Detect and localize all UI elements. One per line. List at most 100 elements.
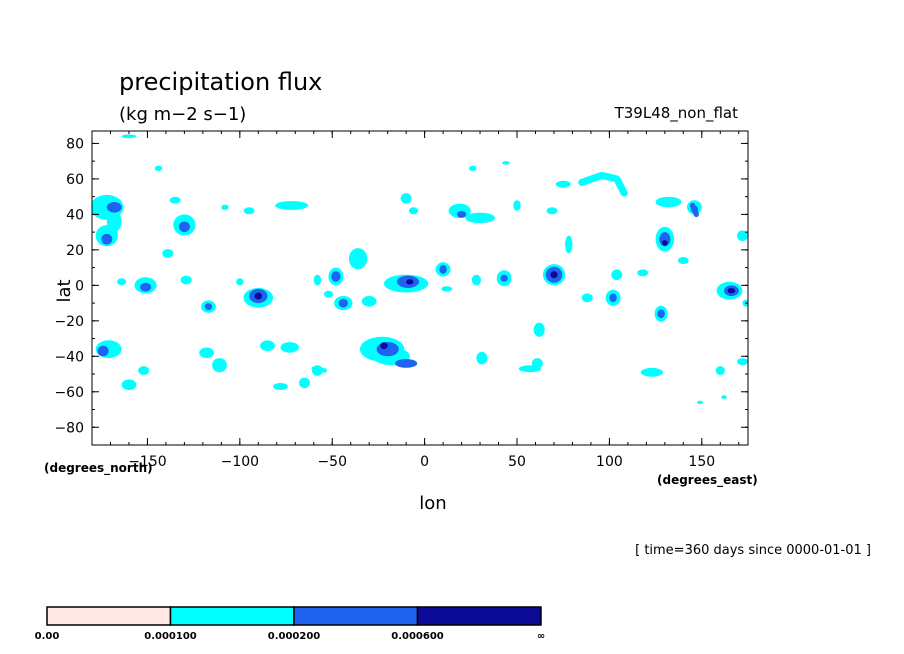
precip-cell-level-1 bbox=[408, 207, 419, 215]
y-axis-label: lat bbox=[54, 279, 75, 302]
precip-cell-level-1 bbox=[260, 340, 275, 352]
y-tick-label: 80 bbox=[66, 136, 84, 152]
precip-cell-level-1 bbox=[715, 366, 725, 375]
x-tick-label: −100 bbox=[221, 454, 259, 470]
y-tick-label: 0 bbox=[75, 278, 84, 294]
precip-cell-level-3 bbox=[254, 292, 262, 300]
precip-cell-level-1 bbox=[280, 342, 299, 353]
precip-cell-level-2 bbox=[331, 271, 341, 282]
precip-cell-level-1 bbox=[611, 269, 623, 281]
precip-cell-level-2 bbox=[457, 210, 467, 218]
precip-cell-level-1 bbox=[465, 212, 495, 224]
x-tick-label: 150 bbox=[688, 454, 715, 470]
plot-frame bbox=[91, 130, 749, 446]
precip-cell-level-1 bbox=[138, 366, 150, 375]
precip-cell-level-1 bbox=[476, 351, 488, 365]
x-tick-label: 0 bbox=[420, 454, 429, 470]
y-tick-label: 40 bbox=[66, 207, 84, 223]
precip-cell-level-1 bbox=[471, 274, 481, 286]
precip-cell-level-2 bbox=[97, 345, 109, 357]
precip-cell-level-3 bbox=[406, 279, 414, 285]
precip-cell-level-1 bbox=[361, 296, 377, 307]
precip-cell-level-1 bbox=[299, 377, 310, 389]
precip-band-level-1 bbox=[578, 171, 628, 197]
precip-cell-level-2 bbox=[657, 309, 665, 319]
precip-cell-level-1 bbox=[518, 365, 542, 373]
colorbar-label: ∞ bbox=[537, 631, 545, 642]
x-tick-label: −150 bbox=[128, 454, 166, 470]
precip-cell-level-1 bbox=[121, 379, 137, 391]
colorbar-label: 0.000600 bbox=[391, 631, 444, 642]
x-tick-label: −50 bbox=[317, 454, 347, 470]
precip-cell-level-2 bbox=[500, 274, 508, 282]
chart-subtitle-right: T39L48_non_flat bbox=[614, 104, 739, 123]
x-tick-label: 100 bbox=[596, 454, 623, 470]
precip-cell-level-2 bbox=[609, 293, 617, 303]
precip-cell-level-1 bbox=[581, 293, 593, 303]
precip-cell-level-1 bbox=[737, 230, 748, 241]
precip-cell-level-1 bbox=[697, 400, 703, 405]
precip-cell-level-1 bbox=[243, 207, 255, 215]
precip-cell-level-1 bbox=[117, 278, 127, 286]
y-tick-label: −80 bbox=[54, 420, 84, 436]
precip-cell-level-3 bbox=[727, 288, 736, 294]
precip-cell-level-2 bbox=[101, 233, 113, 245]
precip-cell-level-1 bbox=[721, 395, 727, 399]
precip-band-level-2 bbox=[689, 202, 699, 218]
precip-cell-level-2 bbox=[376, 342, 399, 357]
precip-cell-level-1 bbox=[400, 193, 412, 204]
x-units-note-right: (degrees_east) bbox=[657, 473, 758, 488]
precip-cell-level-1 bbox=[212, 358, 227, 373]
x-axis-label: lon bbox=[419, 493, 446, 514]
colorbar-swatch bbox=[416, 606, 542, 626]
y-tick-label: −20 bbox=[54, 314, 84, 330]
precip-cell-level-1 bbox=[677, 257, 689, 264]
precip-cell-level-1 bbox=[565, 235, 573, 254]
precip-cell-level-1 bbox=[313, 274, 322, 286]
colorbar: 0.00 0.000100 0.000200 0.000600 ∞ bbox=[35, 606, 545, 642]
precip-cell-level-1 bbox=[221, 204, 229, 210]
precip-cell-level-1 bbox=[637, 269, 649, 277]
precip-band-level-1 bbox=[311, 366, 327, 373]
precip-cell-level-1 bbox=[555, 180, 571, 188]
precip-cell-level-1 bbox=[162, 249, 174, 258]
precip-cell-level-1 bbox=[154, 165, 163, 171]
precip-cell-level-2 bbox=[439, 265, 447, 274]
precip-cell-level-1 bbox=[502, 161, 510, 165]
precipitation-contour-field bbox=[92, 134, 748, 405]
colorbar-swatch bbox=[293, 606, 419, 626]
precip-cell-level-1 bbox=[273, 383, 288, 390]
y-tick-label: −40 bbox=[54, 349, 84, 365]
precip-cell-level-1 bbox=[469, 165, 477, 171]
precip-cell-level-1 bbox=[236, 278, 244, 286]
precip-cell-level-2 bbox=[106, 202, 122, 213]
chart-units: (kg m−2 s−1) bbox=[119, 104, 246, 125]
plot-axes: −150 −100 −50 0 50 100 150 −80 −60 −40 −20 0 20 40 60 8… bbox=[54, 130, 749, 470]
precip-cell-level-2 bbox=[178, 221, 190, 233]
time-note: [ time=360 days since 0000-01-01 ] bbox=[635, 543, 871, 558]
precip-cell-level-1 bbox=[121, 134, 137, 139]
y-tick-label: 60 bbox=[66, 172, 84, 188]
colorbar-label: 0.000100 bbox=[144, 631, 197, 642]
chart-title: precipitation flux bbox=[119, 68, 322, 96]
precip-cell-level-1 bbox=[441, 286, 453, 292]
x-units-note-left: (degrees_north) bbox=[44, 461, 153, 476]
precip-cell-level-3 bbox=[662, 240, 668, 246]
precip-cell-level-1 bbox=[513, 200, 521, 211]
x-tick-label: 50 bbox=[508, 454, 526, 470]
y-tick-label: −60 bbox=[54, 385, 84, 401]
precip-cell-level-1 bbox=[323, 290, 334, 298]
precip-cell-level-3 bbox=[380, 342, 388, 350]
contour-layer bbox=[92, 134, 748, 405]
y-tick-label: 20 bbox=[66, 243, 84, 259]
precip-cell-level-2 bbox=[338, 298, 348, 308]
precip-cell-level-1 bbox=[180, 275, 192, 285]
precip-cell-level-1 bbox=[275, 201, 309, 210]
precip-cell-level-1 bbox=[169, 196, 181, 204]
precip-cell-level-1 bbox=[640, 367, 664, 377]
precip-cell-level-2 bbox=[140, 282, 152, 292]
precip-cell-level-2 bbox=[204, 303, 213, 311]
precip-cell-level-3 bbox=[550, 271, 558, 279]
precip-cell-level-1 bbox=[655, 196, 682, 208]
